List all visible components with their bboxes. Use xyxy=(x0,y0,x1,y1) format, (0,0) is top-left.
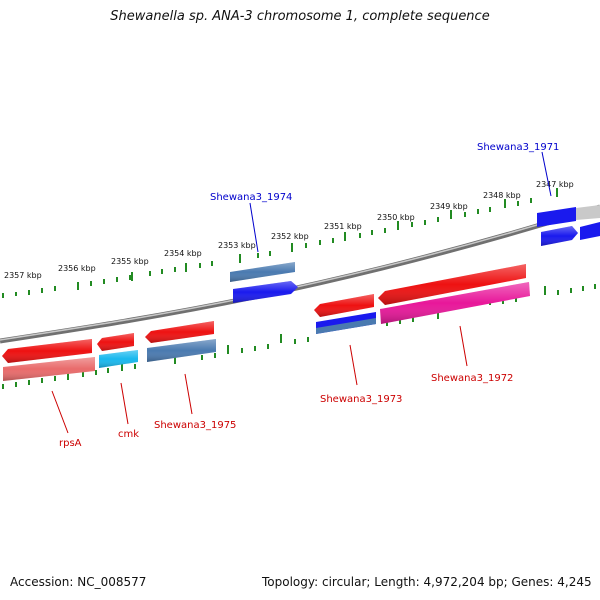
gene-label-cmk[interactable]: cmk xyxy=(118,429,139,440)
gene-cmk[interactable] xyxy=(97,333,138,368)
scale-label: 2353 kbp xyxy=(218,241,256,250)
scale-label: 2348 kbp xyxy=(483,191,521,200)
gene-shade xyxy=(380,282,530,324)
scale-label: 2357 kbp xyxy=(4,271,42,280)
leader-line xyxy=(51,390,69,434)
gene-shewana3-1975[interactable] xyxy=(145,321,216,362)
leader-line xyxy=(249,202,259,253)
gene-label-shewana3-1975[interactable]: Shewana3_1975 xyxy=(154,420,236,431)
gene-shade xyxy=(541,226,578,246)
gene-rpsA[interactable] xyxy=(2,339,95,381)
scale-label: 2350 kbp xyxy=(377,213,415,222)
gene-arrow xyxy=(537,207,576,227)
scale-label: 2347 kbp xyxy=(536,180,574,189)
leader-line xyxy=(184,373,193,415)
gene-shewana3-1971[interactable] xyxy=(537,205,600,246)
topology-text: Topology: circular; Length: 4,972,204 bp… xyxy=(262,575,592,589)
leader-line xyxy=(459,325,468,367)
gene-shade xyxy=(99,350,138,368)
gene-shade xyxy=(145,321,214,343)
gene-arrow xyxy=(316,318,376,334)
gene-label-shewana3-1971[interactable]: Shewana3_1971 xyxy=(477,142,559,153)
scale-label: 2355 kbp xyxy=(111,257,149,266)
scale-label: 2356 kbp xyxy=(58,264,96,273)
gene-arrow xyxy=(576,205,600,220)
scale-label: 2352 kbp xyxy=(271,232,309,241)
accession-text: Accession: NC_008577 xyxy=(10,575,147,589)
gene-shade xyxy=(314,294,374,317)
leader-line xyxy=(349,344,358,386)
gene-arrow xyxy=(580,222,600,240)
gene-label-rpsA[interactable]: rpsA xyxy=(59,438,82,449)
scale-label: 2351 kbp xyxy=(324,222,362,231)
gene-label-shewana3-1973[interactable]: Shewana3_1973 xyxy=(320,394,402,405)
gene-shewana3-1974[interactable] xyxy=(230,262,298,303)
gene-shewana3-1973[interactable] xyxy=(314,294,376,334)
scale-label: 2349 kbp xyxy=(430,202,468,211)
gene-shade xyxy=(147,339,216,362)
gene-shade xyxy=(3,357,95,381)
leader-line xyxy=(120,382,129,425)
scale-label: 2354 kbp xyxy=(164,249,202,258)
gene-label-shewana3-1974[interactable]: Shewana3_1974 xyxy=(210,192,292,203)
map-title: Shewanella sp. ANA-3 chromosome 1, compl… xyxy=(110,9,490,24)
gene-shade xyxy=(233,281,298,303)
forward-scale-ruler xyxy=(2,188,558,298)
gene-shade xyxy=(97,333,134,351)
gene-shewana3-1972[interactable] xyxy=(378,264,530,324)
gene-shade xyxy=(2,339,92,363)
reverse-scale-ruler xyxy=(2,284,596,389)
gene-shade xyxy=(230,262,295,282)
gene-label-shewana3-1972[interactable]: Shewana3_1972 xyxy=(431,373,513,384)
leader-line xyxy=(541,151,552,197)
gene-shade xyxy=(378,264,526,305)
